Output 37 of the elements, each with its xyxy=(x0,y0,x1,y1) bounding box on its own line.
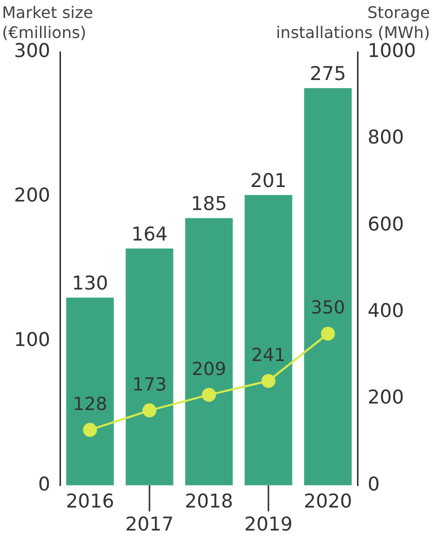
bar xyxy=(126,248,174,486)
data-label: 128 xyxy=(72,394,108,415)
point xyxy=(142,403,156,418)
y2-tick-label: 200 xyxy=(368,386,404,409)
x-tick-label: 2020 xyxy=(304,490,352,513)
data-label: 209 xyxy=(192,358,226,380)
y2-tick-label: 800 xyxy=(368,126,404,149)
point xyxy=(261,374,276,388)
data-label: 173 xyxy=(132,374,167,396)
x-tick-label: 2017 xyxy=(125,514,174,536)
data-label: 164 xyxy=(131,223,168,246)
bar xyxy=(304,88,352,486)
data-label: 201 xyxy=(250,170,287,192)
point xyxy=(320,326,335,341)
y-axis-title: Market size (€millions) xyxy=(2,3,94,42)
y2-tick-label: 400 xyxy=(368,300,404,322)
y-tick-label: 0 xyxy=(38,473,50,496)
x-tick-label: 2016 xyxy=(66,490,114,513)
x-tick-label: 2019 xyxy=(244,514,293,536)
point xyxy=(83,422,98,437)
bar xyxy=(66,298,114,486)
x-tick-label: 2018 xyxy=(184,490,234,513)
y-tick-label: 100 xyxy=(14,328,50,351)
data-label: 185 xyxy=(190,193,228,216)
y-tick-label: 200 xyxy=(14,184,50,206)
data-label: 130 xyxy=(72,272,108,295)
bar xyxy=(185,218,233,486)
data-label: 350 xyxy=(310,298,346,319)
y2-axis-title: Storage installations (MWh) xyxy=(276,3,430,42)
bar xyxy=(244,195,292,486)
y2-tick-label: 600 xyxy=(368,213,404,236)
y2-tick-label: 1000 xyxy=(368,40,416,62)
y2-tick-label: 0 xyxy=(368,473,380,496)
point xyxy=(202,388,216,402)
data-label: 275 xyxy=(310,63,346,86)
y-tick-label: 300 xyxy=(14,40,50,62)
data-label: 241 xyxy=(251,344,286,366)
